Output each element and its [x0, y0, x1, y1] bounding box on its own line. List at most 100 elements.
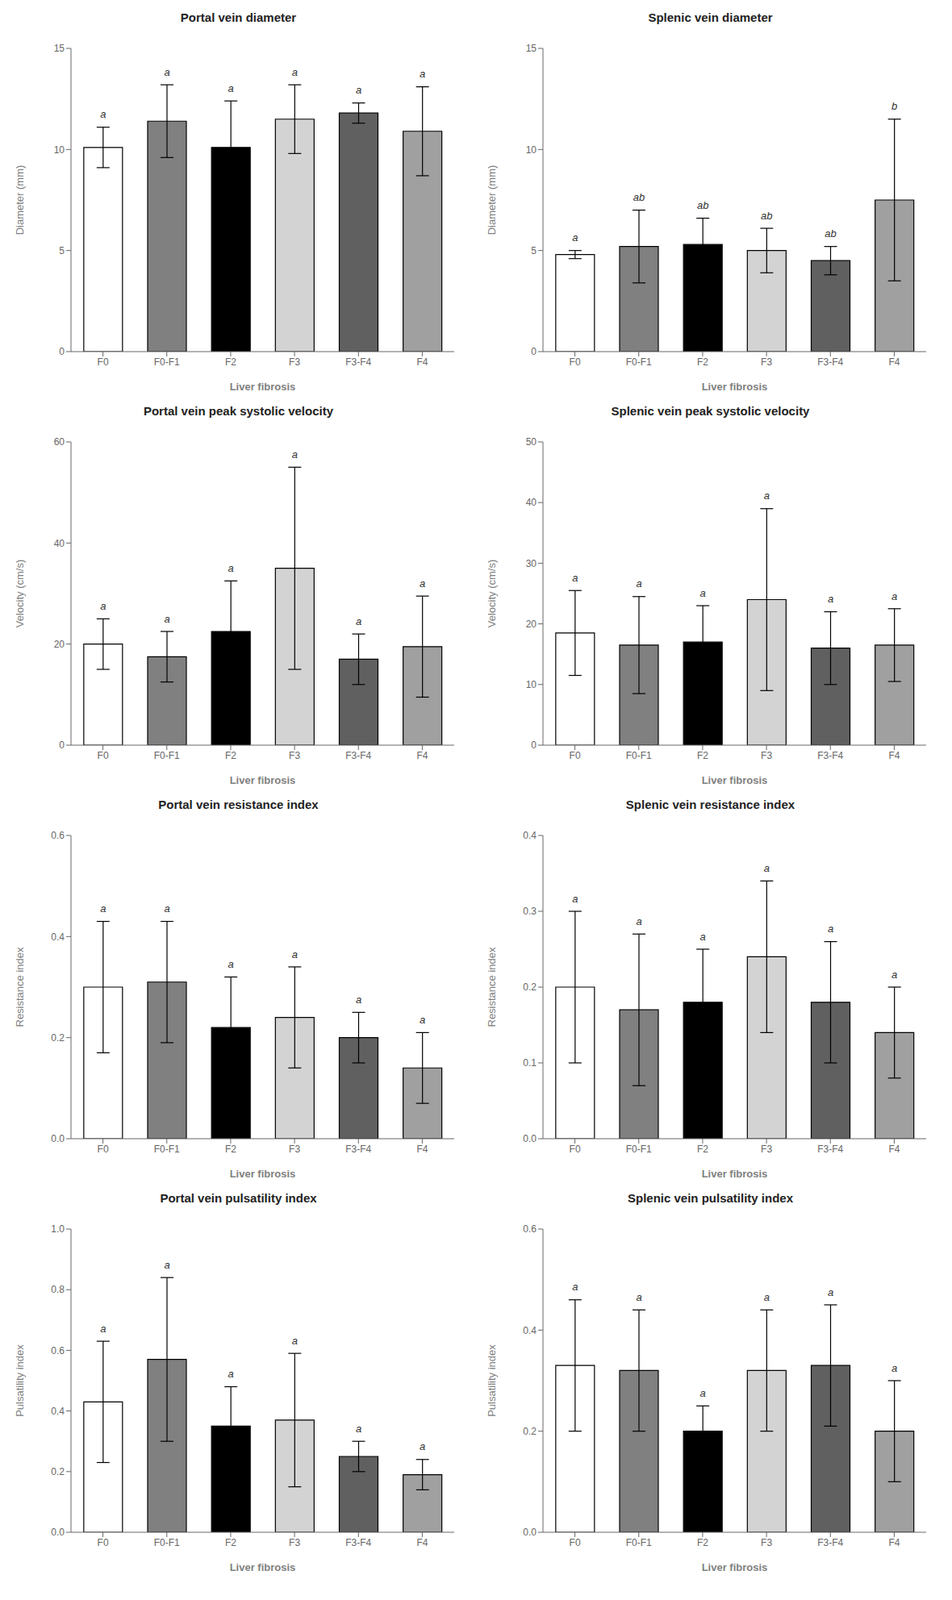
svg-text:a: a	[163, 1259, 170, 1272]
svg-text:0.6: 0.6	[50, 1345, 65, 1358]
svg-text:15: 15	[54, 42, 66, 55]
svg-text:F0-F1: F0-F1	[154, 356, 180, 368]
svg-text:a: a	[100, 1323, 106, 1336]
svg-text:a: a	[572, 1281, 578, 1294]
svg-text:a: a	[827, 592, 834, 606]
svg-text:F4: F4	[416, 1144, 428, 1156]
svg-text:F2: F2	[697, 356, 709, 368]
svg-text:F2: F2	[697, 1537, 709, 1550]
svg-text:a: a	[572, 231, 578, 244]
svg-text:ab: ab	[697, 199, 709, 212]
svg-text:5: 5	[58, 245, 65, 257]
svg-text:0.4: 0.4	[50, 1406, 65, 1418]
svg-text:Pulsatility index: Pulsatility index	[485, 1344, 498, 1418]
svg-text:ab: ab	[824, 227, 836, 240]
svg-text:a: a	[764, 862, 770, 875]
svg-text:F3-F4: F3-F4	[345, 1537, 372, 1550]
svg-text:a: a	[764, 1291, 770, 1304]
svg-text:a: a	[419, 67, 426, 80]
svg-text:a: a	[891, 590, 898, 603]
svg-text:0.4: 0.4	[50, 931, 65, 944]
svg-text:ab: ab	[633, 191, 645, 204]
svg-text:Diameter (mm): Diameter (mm)	[13, 165, 26, 236]
svg-text:F4: F4	[888, 1144, 900, 1156]
svg-text:Velocity (cm/s): Velocity (cm/s)	[13, 559, 26, 629]
svg-text:40: 40	[526, 496, 538, 509]
svg-text:F4: F4	[416, 356, 428, 368]
svg-text:F3-F4: F3-F4	[345, 1144, 372, 1156]
svg-text:F3: F3	[288, 1144, 301, 1156]
svg-text:F0: F0	[97, 356, 109, 368]
svg-text:F3: F3	[288, 750, 301, 762]
svg-text:a: a	[419, 577, 426, 590]
svg-text:F3-F4: F3-F4	[345, 356, 372, 368]
svg-text:F2: F2	[697, 1144, 709, 1156]
svg-text:F0-F1: F0-F1	[626, 1144, 652, 1156]
svg-text:a: a	[891, 1362, 898, 1375]
svg-text:1.0: 1.0	[50, 1223, 65, 1236]
svg-text:a: a	[228, 1368, 234, 1381]
svg-text:20: 20	[526, 618, 538, 631]
svg-text:F0-F1: F0-F1	[626, 1537, 652, 1550]
svg-text:a: a	[355, 993, 362, 1007]
svg-text:a: a	[419, 1014, 426, 1027]
svg-text:F4: F4	[416, 1537, 428, 1550]
svg-text:Liver fibrosis: Liver fibrosis	[701, 1168, 769, 1181]
svg-text:0.2: 0.2	[522, 981, 537, 994]
svg-text:F2: F2	[225, 750, 237, 762]
svg-text:F3-F4: F3-F4	[817, 356, 844, 368]
svg-text:F3-F4: F3-F4	[817, 1144, 844, 1156]
svg-text:F3: F3	[760, 750, 773, 762]
svg-text:0.2: 0.2	[50, 1032, 65, 1044]
svg-text:F0: F0	[569, 1537, 581, 1550]
svg-text:Liver fibrosis: Liver fibrosis	[229, 380, 297, 393]
svg-text:10: 10	[526, 144, 538, 156]
svg-text:a: a	[572, 893, 578, 906]
svg-text:0.0: 0.0	[522, 1133, 537, 1145]
svg-text:a: a	[635, 577, 642, 590]
svg-text:0: 0	[530, 346, 537, 358]
svg-text:Resistance index: Resistance index	[485, 947, 498, 1028]
svg-text:a: a	[635, 1291, 642, 1304]
svg-text:F0-F1: F0-F1	[626, 356, 652, 368]
svg-text:F0: F0	[97, 750, 109, 762]
svg-text:F3: F3	[288, 1537, 301, 1550]
svg-text:Liver fibrosis: Liver fibrosis	[229, 1168, 297, 1181]
svg-text:10: 10	[54, 144, 66, 156]
svg-text:0.0: 0.0	[522, 1527, 537, 1539]
svg-text:0.8: 0.8	[50, 1284, 65, 1296]
svg-text:0.4: 0.4	[522, 1325, 537, 1337]
svg-text:F2: F2	[225, 356, 237, 368]
svg-text:F4: F4	[888, 750, 900, 762]
svg-text:a: a	[700, 587, 706, 600]
svg-text:F3: F3	[760, 356, 773, 368]
svg-text:Liver fibrosis: Liver fibrosis	[701, 774, 769, 787]
svg-text:0: 0	[58, 739, 65, 752]
svg-text:Liver fibrosis: Liver fibrosis	[229, 774, 297, 787]
svg-text:a: a	[292, 948, 298, 961]
svg-text:a: a	[100, 600, 106, 613]
svg-text:a: a	[292, 66, 298, 79]
svg-text:Liver fibrosis: Liver fibrosis	[701, 1561, 769, 1575]
svg-text:a: a	[292, 1335, 298, 1348]
svg-text:0.6: 0.6	[50, 830, 65, 842]
svg-text:0.4: 0.4	[522, 830, 537, 842]
svg-text:F2: F2	[225, 1537, 237, 1550]
svg-text:F2: F2	[697, 750, 709, 762]
svg-text:a: a	[355, 615, 362, 628]
svg-text:40: 40	[54, 538, 66, 550]
svg-text:0.2: 0.2	[522, 1426, 537, 1438]
svg-text:Pulsatility index: Pulsatility index	[13, 1344, 26, 1418]
svg-text:a: a	[163, 613, 170, 626]
svg-text:60: 60	[54, 436, 66, 448]
svg-text:0: 0	[530, 739, 537, 752]
svg-text:0.1: 0.1	[522, 1057, 537, 1069]
svg-text:0.6: 0.6	[522, 1223, 537, 1236]
svg-text:20: 20	[54, 638, 66, 651]
svg-text:a: a	[163, 66, 170, 79]
svg-text:F0: F0	[97, 1537, 109, 1550]
svg-text:F0: F0	[97, 1144, 109, 1156]
svg-text:a: a	[100, 902, 106, 915]
svg-text:a: a	[635, 915, 642, 928]
svg-text:Diameter (mm): Diameter (mm)	[485, 165, 498, 236]
